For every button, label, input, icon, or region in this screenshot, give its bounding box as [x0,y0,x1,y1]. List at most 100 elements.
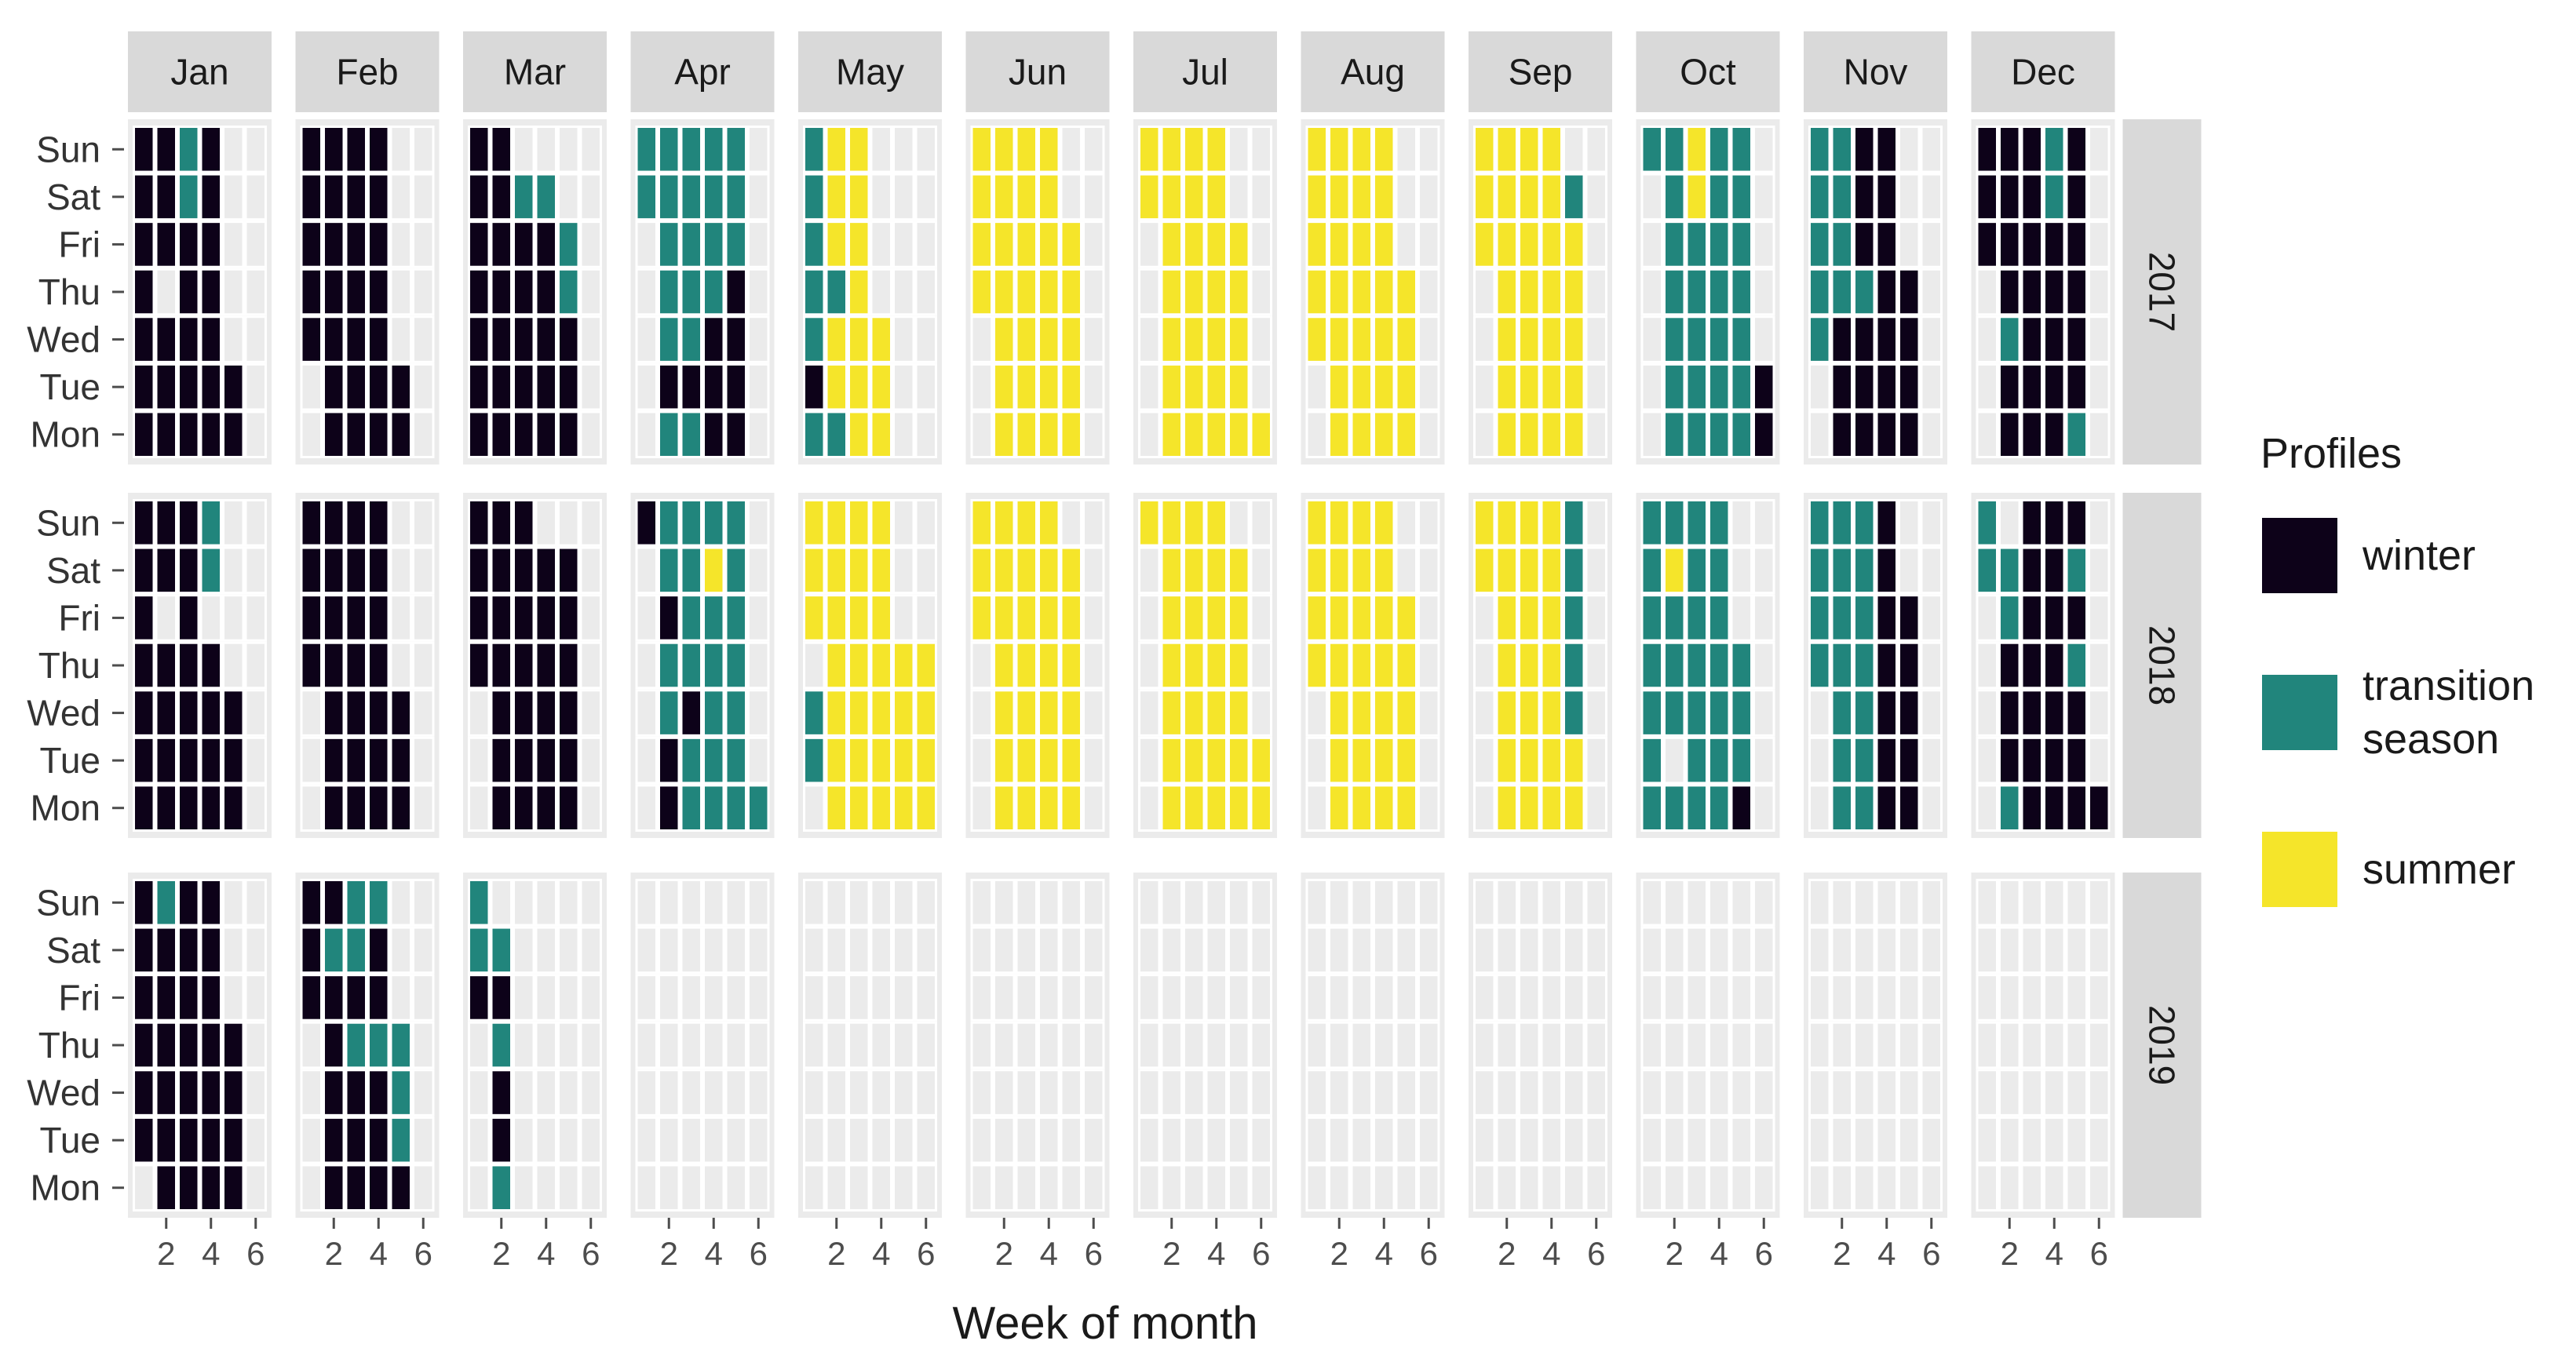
cell-2019-jul-mon-w6 [1250,1164,1272,1212]
cell-2018-may-wed-w5 [892,689,915,737]
weekday-label-thu-2019: Thu [38,1025,100,1066]
cell-2018-aug-wed-w5 [1395,689,1418,737]
cell-2018-may-mon-w4 [870,784,892,833]
cell-2018-nov-sun-w1 [1808,499,1831,547]
cell-2019-jan-wed-w6 [244,1069,267,1117]
cell-2018-feb-fri-w5 [389,594,412,642]
cell-2018-mar-tue-w3 [513,736,535,785]
cell-2017-jul-sun-w5 [1228,126,1250,173]
cell-2018-jun-sat-w1 [970,546,993,595]
cell-2018-oct-sat-w6 [1753,546,1775,595]
cell-2017-nov-wed-w5 [1898,315,1921,363]
cell-2018-may-fri-w2 [825,594,848,642]
cell-2018-jun-tue-w1 [970,736,993,785]
cell-2017-nov-thu-w6 [1920,268,1943,316]
cell-2019-aug-sat-w4 [1373,926,1396,975]
cell-2018-aug-mon-w3 [1350,784,1373,833]
x-tick-label-oct-2: 2 [1666,1235,1684,1272]
cell-2019-oct-fri-w1 [1640,974,1663,1022]
cell-2019-may-wed-w1 [803,1069,826,1117]
cell-2018-aug-sat-w6 [1418,546,1440,595]
cell-2018-jun-wed-w5 [1060,689,1082,737]
cell-2017-jan-sun-w6 [244,126,267,173]
cell-2018-jan-thu-w2 [155,641,177,690]
cell-2018-feb-tue-w4 [367,736,390,785]
cell-2017-jan-fri-w1 [133,220,155,268]
cell-2018-nov-sat-w4 [1875,546,1898,595]
cell-2019-feb-sat-w3 [345,926,367,975]
cell-2018-feb-mon-w2 [323,784,345,833]
cell-2019-jan-wed-w5 [222,1069,245,1117]
cell-2019-feb-thu-w1 [300,1021,323,1069]
cell-2018-feb-wed-w2 [323,689,345,737]
facet-strips: Jan Feb Mar Apr May Jun Jul Aug Sep Oct Nov Dec2017… [128,31,2202,1218]
cell-2017-jul-mon-w2 [1160,410,1183,459]
cell-2017-may-sun-w5 [892,126,915,173]
cell-2017-may-wed-w4 [870,315,892,363]
cell-2019-aug-sat-w1 [1305,926,1328,975]
cell-2019-jun-sat-w6 [1082,926,1105,975]
cell-2018-jan-wed-w3 [177,689,200,737]
cell-2019-mar-sat-w5 [557,926,580,975]
cell-2017-aug-sun-w2 [1328,126,1351,173]
cell-2019-jun-wed-w2 [993,1069,1016,1117]
cell-2018-jan-sun-w5 [222,499,245,547]
cell-2017-sep-fri-w6 [1585,220,1607,268]
cell-2019-oct-fri-w5 [1730,974,1753,1022]
cell-2017-jun-sun-w2 [993,126,1016,173]
cell-2017-jun-sun-w1 [970,126,993,173]
cell-2018-oct-sat-w4 [1708,546,1731,595]
cell-2017-nov-tue-w4 [1875,363,1898,411]
cell-2019-nov-fri-w2 [1830,974,1853,1022]
cell-2019-dec-mon-w4 [2043,1164,2066,1212]
cell-2017-oct-mon-w5 [1730,410,1753,459]
cell-2019-dec-sat-w5 [2065,926,2088,975]
cell-2018-feb-sat-w6 [412,546,435,595]
cell-2019-jun-fri-w2 [993,974,1016,1022]
cell-2017-dec-sun-w6 [2088,126,2111,173]
cell-2018-aug-sat-w1 [1305,546,1328,595]
cell-2019-feb-fri-w6 [412,974,435,1022]
cell-2019-dec-sun-w2 [1998,879,2021,927]
x-tick-label-feb-6: 6 [414,1235,432,1272]
cell-2017-aug-tue-w5 [1395,363,1418,411]
cell-2017-jul-sun-w3 [1183,126,1206,173]
cell-2017-aug-thu-w5 [1395,268,1418,316]
cell-2019-sep-tue-w1 [1473,1116,1496,1164]
cell-2018-dec-mon-w3 [2020,784,2043,833]
cell-2018-jul-wed-w2 [1160,689,1183,737]
cell-2019-jul-mon-w2 [1160,1164,1183,1212]
cell-2017-aug-wed-w6 [1418,315,1440,363]
cell-2019-aug-wed-w4 [1373,1069,1396,1117]
cell-2019-nov-thu-w3 [1853,1021,1876,1069]
cell-2019-sep-sun-w5 [1563,879,1585,927]
cell-2019-jun-sat-w5 [1060,926,1082,975]
cell-2018-nov-sun-w3 [1853,499,1876,547]
cell-2018-sep-sat-w1 [1473,546,1496,595]
cell-2017-jan-fri-w4 [199,220,222,268]
cell-2019-may-tue-w1 [803,1116,826,1164]
cell-2018-aug-thu-w1 [1305,641,1328,690]
cell-2019-apr-mon-w1 [635,1164,658,1212]
cell-2019-sep-tue-w3 [1518,1116,1541,1164]
cell-2019-jun-mon-w3 [1015,1164,1038,1212]
cell-2018-apr-sun-w1 [635,499,658,547]
month-strip-oct [1636,31,1780,112]
cell-2017-mar-mon-w1 [468,410,491,459]
cell-2017-nov-wed-w6 [1920,315,1943,363]
cell-2018-nov-tue-w3 [1853,736,1876,785]
cell-2017-jun-mon-w6 [1082,410,1105,459]
cell-2018-nov-mon-w1 [1808,784,1831,833]
cell-2017-feb-thu-w5 [389,268,412,316]
cell-2017-oct-thu-w2 [1663,268,1686,316]
cell-2017-oct-thu-w3 [1685,268,1708,316]
cell-2019-jun-sat-w1 [970,926,993,975]
cell-2017-nov-wed-w1 [1808,315,1831,363]
x-tick-label-nov-6: 6 [1922,1235,1940,1272]
cell-2018-jan-tue-w3 [177,736,200,785]
cell-2019-jan-fri-w1 [133,974,155,1022]
cell-2019-nov-tue-w1 [1808,1116,1831,1164]
legend-label-summer: summer [2363,846,2516,893]
cell-2017-may-tue-w2 [825,363,848,411]
cell-2019-jun-sat-w4 [1038,926,1060,975]
